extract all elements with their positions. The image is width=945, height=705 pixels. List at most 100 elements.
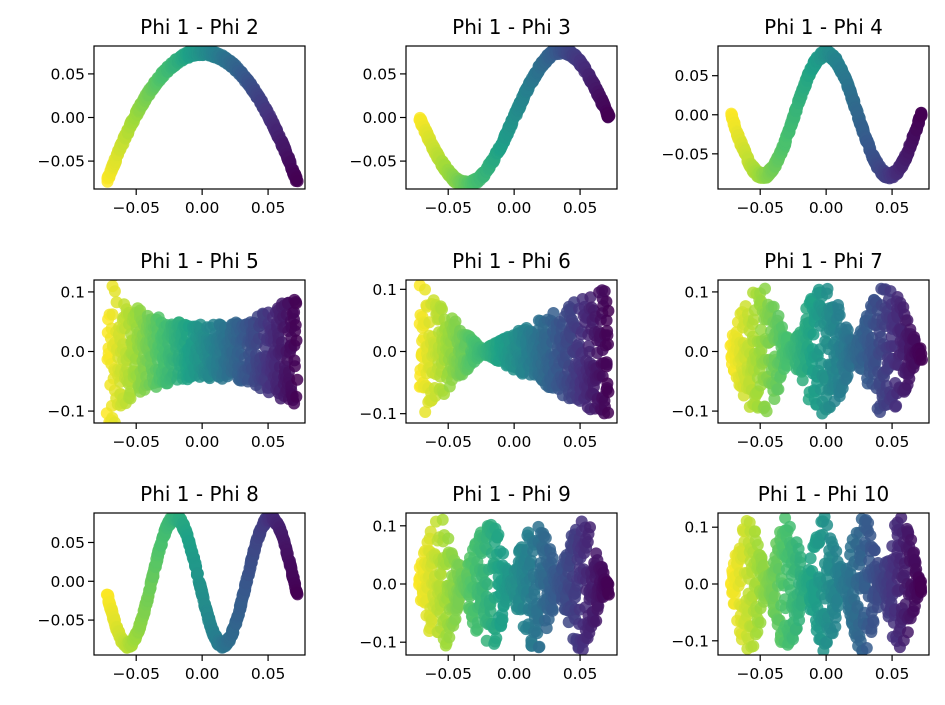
scatter-point: [547, 307, 560, 319]
scatter-point: [600, 295, 613, 308]
scatter-point: [291, 587, 303, 600]
y-tick-label: −0.05: [662, 145, 710, 163]
scatter-point: [600, 360, 613, 373]
scatter-panel-1: −0.05 0.00 0.05 −0.05 0.00 0.05 Phi 1 - Phi 2: [38, 15, 306, 217]
y-tick-label: −0.05: [350, 153, 398, 171]
scatter-point: [841, 369, 854, 382]
scatter-points: [413, 46, 616, 189]
y-tick-label: 0.00: [50, 109, 85, 127]
scatter-point: [602, 406, 615, 419]
x-tick-label: −0.05: [112, 199, 160, 217]
scatter-points: [100, 280, 304, 423]
scatter-point: [916, 353, 928, 366]
scatter-point: [760, 405, 773, 418]
y-tick-label: 0.1: [372, 281, 397, 299]
scatter-panel-2: −0.05 0.00 0.05 −0.05 0.00 0.05 Phi 1 - Phi 3: [350, 15, 618, 217]
panel-title: Phi 1 - Phi 3: [452, 15, 571, 39]
scatter-point: [821, 282, 834, 295]
scatter-point: [147, 570, 160, 583]
scatter-point: [436, 303, 448, 316]
scatter-point: [915, 108, 928, 121]
y-tick-label: 0.05: [362, 65, 397, 83]
scatter-panel-3: −0.05 0.00 0.05 −0.05 0.00 0.05 Phi 1 - Phi 4: [662, 15, 930, 217]
y-tick-label: 0.00: [674, 106, 709, 124]
y-tick-label: −0.1: [359, 405, 397, 423]
x-tick-label: 0.00: [497, 199, 532, 217]
scatter-point: [290, 334, 303, 347]
x-tick-label: 0.05: [251, 433, 286, 451]
x-tick-label: 0.00: [185, 199, 220, 217]
scatter-point: [747, 313, 760, 326]
x-tick-label: 0.05: [875, 433, 910, 451]
scatter-points: [413, 280, 615, 420]
scatter-panel-4: −0.05 0.00 0.05 −0.1 0.0 0.1 Phi 1 - Phi 5: [47, 249, 306, 451]
scatter-point: [601, 325, 614, 337]
scatter-point: [291, 175, 304, 188]
y-tick-label: 0.1: [60, 283, 85, 301]
scatter-point: [602, 338, 614, 351]
scatter-points: [100, 513, 304, 654]
x-tick-label: 0.05: [875, 199, 910, 217]
y-tick-label: 0.00: [362, 109, 397, 127]
x-tick-label: 0.00: [497, 433, 532, 451]
scatter-point: [772, 309, 785, 322]
scatter-point: [768, 393, 781, 405]
x-tick-label: 0.00: [185, 433, 220, 451]
scatter-point: [289, 325, 302, 338]
scatter-point: [772, 383, 785, 396]
scatter-point: [889, 400, 902, 413]
panel-title: Phi 1 - Phi 5: [140, 249, 259, 273]
scatter-point: [291, 373, 304, 386]
x-tick-label: −0.05: [424, 199, 472, 217]
y-tick-label: −0.05: [38, 153, 86, 171]
y-tick-label: −0.1: [47, 403, 85, 421]
x-tick-label: 0.00: [809, 433, 844, 451]
scatter-point: [109, 280, 116, 281]
scatter-point: [419, 406, 432, 418]
y-tick-label: 0.0: [684, 343, 709, 361]
y-tick-label: 0.05: [50, 65, 85, 83]
scatter-point: [759, 282, 771, 295]
scatter-point: [833, 309, 846, 322]
scatter-point: [106, 308, 119, 321]
x-tick-label: −0.05: [424, 433, 472, 451]
scatter-point: [755, 323, 767, 336]
scatter-point: [602, 304, 615, 317]
panel-title: Phi 1 - Phi 7: [764, 249, 883, 273]
scatter-point: [288, 360, 301, 373]
scatter-point: [602, 386, 615, 398]
scatter-point: [796, 374, 809, 387]
scatter-point: [901, 314, 914, 327]
scatter-points: [725, 46, 928, 185]
axes-frame: [93, 512, 306, 656]
y-tick-label: 0.0: [60, 343, 85, 361]
y-tick-label: 0.1: [684, 283, 709, 301]
panel-title: Phi 1 - Phi 4: [764, 15, 883, 39]
scatter-point: [290, 390, 303, 403]
scatter-points: [101, 46, 304, 188]
panel-title: Phi 1 - Phi 2: [140, 15, 259, 39]
x-tick-label: 0.05: [563, 199, 598, 217]
y-tick-label: −0.1: [671, 403, 709, 421]
panel-title: Phi 1 - Phi 6: [452, 249, 571, 273]
scatter-point: [598, 285, 611, 298]
x-tick-label: −0.05: [112, 433, 160, 451]
x-tick-label: −0.05: [736, 199, 784, 217]
x-tick-label: 0.05: [251, 199, 286, 217]
scatter-point: [807, 328, 820, 341]
scatter-point: [108, 416, 121, 423]
scatter-point: [767, 300, 780, 313]
scatter-point: [600, 314, 613, 327]
scatter-points: [724, 282, 928, 420]
x-tick-label: 0.05: [563, 433, 598, 451]
scatter-point: [584, 291, 597, 304]
scatter-point: [603, 109, 616, 122]
x-tick-label: 0.00: [809, 199, 844, 217]
scatter-point: [419, 283, 431, 296]
axes-frame: [717, 45, 930, 190]
y-tick-label: 0.05: [674, 67, 709, 85]
